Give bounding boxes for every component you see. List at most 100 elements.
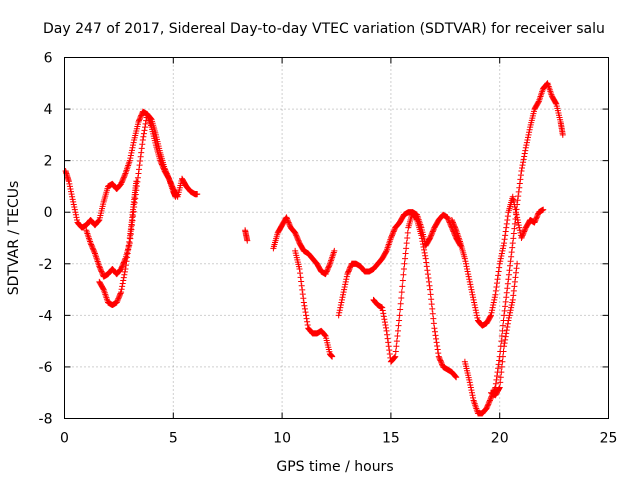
data-point-marker	[533, 215, 540, 222]
data-point-marker	[298, 282, 305, 289]
data-point-marker	[430, 315, 437, 322]
data-point-marker	[95, 218, 102, 225]
data-point-marker	[467, 381, 474, 388]
data-point-marker	[122, 265, 129, 272]
data-point-marker	[433, 339, 440, 346]
data-point-marker	[499, 322, 506, 329]
data-point-marker	[396, 312, 403, 319]
data-point-marker	[490, 302, 497, 309]
y-tick-label: 0	[44, 205, 53, 221]
data-point-marker	[521, 227, 528, 234]
data-point-marker	[297, 274, 304, 281]
data-point-marker	[462, 258, 469, 265]
data-point-marker	[125, 246, 132, 253]
data-point-marker	[497, 255, 504, 262]
data-point-marker	[331, 247, 338, 254]
data-point-marker	[141, 127, 148, 134]
data-point-marker	[505, 317, 512, 324]
data-point-marker	[502, 228, 509, 235]
data-point-marker	[493, 280, 500, 287]
data-point-marker	[390, 229, 397, 236]
data-point-marker	[508, 302, 515, 309]
data-point-marker	[452, 373, 459, 380]
data-point-marker	[294, 235, 301, 241]
data-point-marker	[485, 401, 492, 408]
data-point-marker	[520, 156, 527, 163]
data-point-marker	[293, 233, 300, 240]
data-point-marker	[343, 273, 350, 280]
y-tick-label: -6	[39, 360, 53, 376]
data-point-marker	[521, 150, 528, 157]
data-point-marker	[435, 350, 442, 357]
data-point-marker	[466, 278, 473, 285]
data-point-marker	[430, 320, 437, 327]
data-point-marker	[136, 116, 143, 123]
data-point-marker	[426, 282, 433, 289]
data-point-marker	[336, 307, 343, 314]
data-point-marker	[88, 242, 95, 249]
data-point-marker	[501, 343, 508, 350]
data-point-marker	[517, 172, 524, 179]
data-point-marker	[386, 351, 393, 358]
data-point-marker	[126, 238, 133, 245]
data-point-marker	[324, 267, 331, 274]
data-point-marker	[518, 235, 525, 241]
data-point-marker	[393, 343, 400, 350]
data-point-marker	[115, 294, 122, 301]
data-point-marker	[519, 162, 526, 169]
data-point-marker	[403, 245, 410, 252]
data-point-marker	[70, 201, 77, 208]
data-point-marker	[129, 144, 136, 151]
data-point-marker	[163, 169, 170, 176]
data-point-marker	[340, 291, 347, 298]
data-point-marker	[384, 335, 391, 342]
data-point-marker	[510, 292, 517, 299]
x-tick-label: 0	[60, 431, 69, 447]
data-point-marker	[404, 229, 411, 236]
data-point-marker	[503, 224, 510, 231]
data-point-marker	[164, 173, 171, 180]
data-point-marker	[120, 175, 127, 182]
data-point-marker	[520, 231, 527, 238]
data-point-marker	[393, 338, 400, 345]
data-point-marker	[501, 312, 508, 319]
data-point-marker	[391, 227, 398, 234]
data-point-marker	[434, 346, 441, 353]
data-point-marker	[142, 124, 149, 131]
data-point-marker	[119, 263, 126, 270]
data-point-marker	[484, 402, 491, 409]
data-point-marker	[521, 153, 528, 160]
data-point-marker	[452, 224, 459, 231]
data-point-marker	[323, 268, 330, 275]
data-point-marker	[383, 248, 390, 255]
data-point-marker	[121, 271, 128, 278]
data-point-marker	[128, 149, 135, 156]
data-point-marker	[424, 267, 431, 274]
data-point-marker	[496, 385, 503, 392]
data-point-marker	[296, 265, 303, 272]
data-point-marker	[95, 217, 102, 224]
y-axis-label: SDTVAR / TECUs	[6, 181, 22, 296]
data-point-marker	[323, 269, 330, 276]
data-point-marker	[532, 218, 539, 225]
data-point-marker	[500, 348, 507, 355]
data-point-marker	[523, 139, 530, 146]
data-point-marker	[464, 265, 471, 272]
data-point-marker	[499, 353, 506, 360]
data-point-marker	[451, 223, 458, 230]
data-point-marker	[341, 283, 348, 290]
data-point-marker	[468, 286, 475, 293]
data-point-marker	[119, 283, 126, 290]
data-point-marker	[432, 332, 439, 339]
data-point-marker	[500, 242, 507, 249]
data-point-marker	[534, 213, 541, 220]
data-point-marker	[302, 309, 309, 316]
data-point-marker	[69, 196, 76, 203]
data-point-marker	[526, 126, 533, 133]
data-point-marker	[119, 178, 126, 185]
data-point-marker	[503, 330, 510, 337]
data-point-marker	[505, 271, 512, 278]
data-point-marker	[295, 237, 302, 244]
data-point-marker	[87, 240, 94, 247]
data-point-marker	[339, 294, 346, 301]
